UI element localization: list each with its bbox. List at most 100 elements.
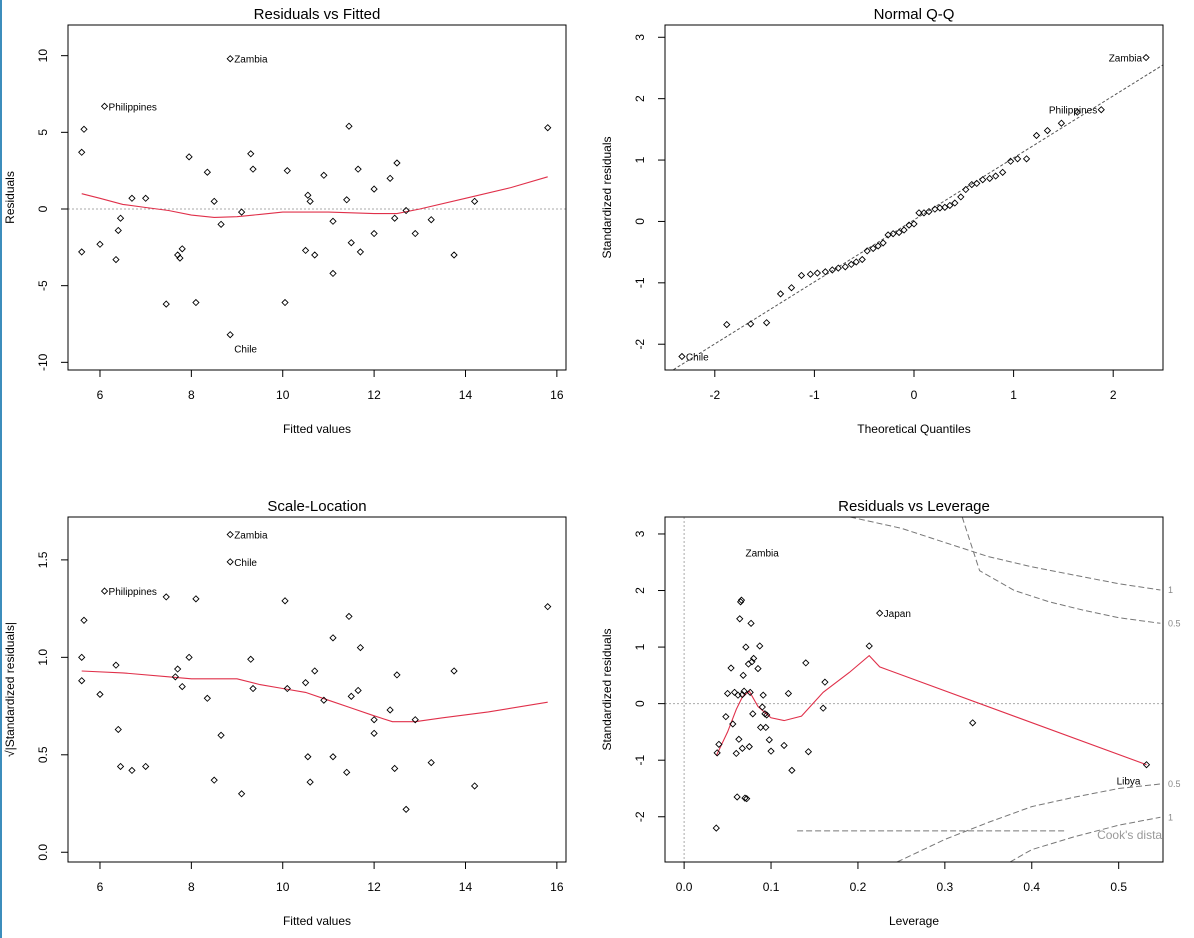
data-point bbox=[249, 165, 257, 173]
data-point bbox=[876, 609, 884, 617]
data-point bbox=[765, 736, 773, 744]
data-point bbox=[749, 710, 757, 718]
data-point bbox=[411, 716, 419, 724]
y-tick-label: 1 bbox=[633, 643, 647, 650]
y-tick-label: 0.5 bbox=[36, 746, 50, 763]
data-point bbox=[301, 246, 310, 255]
data-point bbox=[732, 749, 740, 758]
x-tick-label: 2 bbox=[1110, 388, 1117, 402]
data-point bbox=[185, 653, 193, 661]
x-tick-label: 14 bbox=[459, 388, 473, 402]
data-point bbox=[723, 689, 732, 698]
data-point bbox=[178, 682, 186, 691]
x-tick-label: 12 bbox=[367, 880, 381, 894]
data-point bbox=[969, 719, 977, 727]
data-point bbox=[821, 268, 829, 276]
data-point bbox=[730, 688, 739, 696]
data-point bbox=[116, 762, 125, 771]
panel-2: Normal Q-Q Theoretical Quantiles Standardi… bbox=[600, 6, 1164, 436]
data-point bbox=[962, 185, 970, 194]
cooks-level-label: 1 bbox=[1168, 585, 1173, 595]
data-point bbox=[411, 229, 419, 238]
data-point bbox=[1043, 126, 1052, 135]
plot-area bbox=[68, 55, 566, 339]
data-point bbox=[393, 671, 401, 679]
x-tick-label: 10 bbox=[276, 880, 290, 894]
plot-frame bbox=[67, 24, 567, 371]
data-point bbox=[112, 661, 120, 669]
data-point bbox=[1073, 108, 1081, 116]
data-point bbox=[470, 782, 479, 790]
data-point bbox=[806, 270, 815, 278]
data-point bbox=[740, 687, 748, 695]
data-point bbox=[754, 664, 762, 673]
data-point bbox=[283, 167, 291, 175]
y-tick-label: 1.0 bbox=[36, 649, 50, 666]
cooks-distance-line bbox=[896, 783, 1161, 862]
plot-area: Cook's dista bbox=[665, 517, 1163, 862]
data-point bbox=[999, 168, 1007, 176]
y-tick-label: -2 bbox=[633, 811, 647, 822]
data-point bbox=[735, 735, 743, 743]
data-point bbox=[797, 271, 806, 280]
data-point bbox=[112, 255, 120, 264]
data-point bbox=[329, 217, 337, 225]
cooks-legend-label: Cook's dista bbox=[1097, 828, 1162, 842]
data-point bbox=[226, 55, 234, 63]
data-point bbox=[821, 678, 829, 686]
data-point bbox=[743, 795, 751, 803]
data-point bbox=[713, 749, 721, 757]
data-point bbox=[1013, 155, 1022, 163]
data-point bbox=[343, 196, 351, 204]
data-point bbox=[450, 251, 458, 259]
data-point bbox=[737, 596, 746, 604]
chart-title: Scale-Location bbox=[267, 498, 366, 515]
data-point bbox=[1097, 106, 1105, 114]
cooks-distance-line bbox=[849, 517, 1161, 591]
data-point bbox=[306, 778, 314, 786]
data-point bbox=[210, 197, 218, 205]
data-point bbox=[879, 239, 887, 247]
data-point bbox=[874, 242, 882, 250]
data-point bbox=[96, 690, 104, 699]
y-axis-label: Standardized residuals bbox=[600, 136, 614, 258]
data-point bbox=[391, 214, 399, 222]
data-point bbox=[747, 320, 755, 328]
data-point bbox=[281, 298, 289, 307]
data-point bbox=[96, 240, 104, 248]
data-point bbox=[889, 230, 897, 238]
data-point bbox=[80, 125, 88, 133]
data-point bbox=[727, 664, 735, 672]
data-point bbox=[370, 229, 378, 238]
panel-3: Scale-Location Fitted values √|Standardize… bbox=[3, 498, 567, 928]
data-point bbox=[1142, 53, 1150, 62]
data-point bbox=[915, 209, 923, 217]
x-tick-label: 0.3 bbox=[937, 880, 954, 894]
y-tick-label: 0 bbox=[36, 205, 50, 212]
data-point bbox=[402, 206, 410, 215]
x-tick-label: -1 bbox=[809, 388, 820, 402]
data-point bbox=[320, 696, 328, 704]
data-point bbox=[968, 180, 976, 189]
data-point bbox=[354, 686, 362, 695]
point-label: Philippines bbox=[109, 102, 157, 113]
data-point bbox=[329, 634, 337, 642]
x-tick-label: 0 bbox=[911, 388, 918, 402]
y-axis-label: Residuals bbox=[3, 171, 17, 224]
data-point bbox=[858, 255, 866, 264]
data-point bbox=[203, 168, 211, 176]
data-point bbox=[787, 284, 796, 292]
y-tick-label: 1 bbox=[633, 156, 647, 163]
data-point bbox=[354, 165, 362, 173]
data-point bbox=[100, 587, 109, 595]
panel-4: Residuals vs Leverage Leverage Standardize… bbox=[600, 498, 1181, 928]
data-point bbox=[345, 612, 353, 621]
data-point bbox=[742, 643, 750, 651]
y-tick-label: 0 bbox=[633, 218, 647, 225]
data-point bbox=[762, 723, 770, 732]
data-point bbox=[544, 124, 552, 132]
data-point bbox=[780, 741, 788, 750]
data-point bbox=[114, 725, 122, 734]
x-tick-label: 8 bbox=[188, 388, 195, 402]
x-tick-label: 10 bbox=[276, 388, 290, 402]
